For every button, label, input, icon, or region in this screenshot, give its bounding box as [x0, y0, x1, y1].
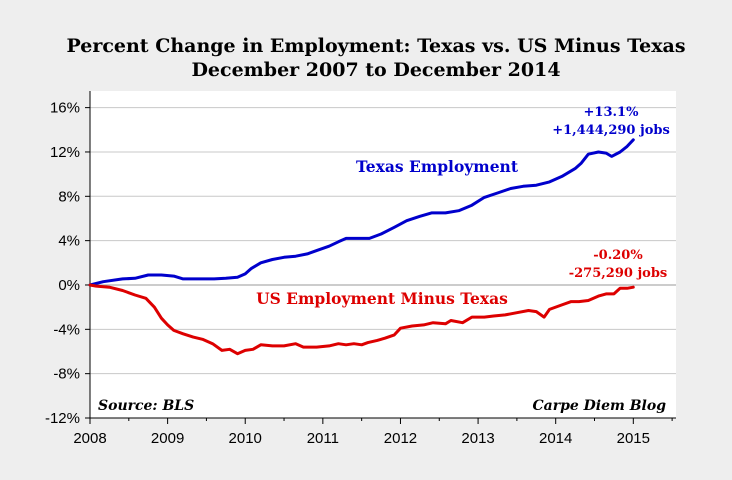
x-tick-label: 2011 [307, 430, 339, 447]
x-tick-label: 2009 [151, 430, 184, 447]
texas-pct-annotation: +13.1% [584, 105, 640, 120]
x-axis-ticks: 2008 2009 2010 2011 2012 2013 2014 2015 [73, 418, 673, 447]
chart-subtitle: December 2007 to December 2014 [191, 59, 560, 81]
y-tick-label: -4% [53, 321, 80, 338]
y-tick-label: 4% [58, 233, 80, 250]
y-tick-label: -8% [53, 366, 80, 383]
source-note: Source: BLS [98, 398, 194, 414]
us-pct-annotation: -0.20% [593, 248, 643, 263]
x-tick-label: 2015 [617, 430, 650, 447]
x-tick-label: 2012 [384, 430, 417, 447]
x-tick-label: 2014 [539, 430, 572, 447]
texas-series-label: Texas Employment [356, 157, 519, 176]
x-tick-label: 2008 [73, 430, 106, 447]
plot-area [90, 91, 676, 418]
texas-jobs-annotation: +1,444,290 jobs [552, 123, 670, 138]
y-tick-label: 12% [50, 144, 80, 161]
us-minus-texas-line [88, 283, 635, 356]
credit-note: Carpe Diem Blog [533, 398, 667, 414]
y-tick-label: -12% [45, 410, 80, 427]
y-tick-label: 0% [58, 277, 80, 294]
axes [89, 91, 676, 419]
y-axis-ticks: -12% -8% -4% 0% 4% 8% 12% 16% [45, 100, 90, 427]
gridlines [90, 107, 676, 375]
chart-title: Percent Change in Employment: Texas vs. … [66, 35, 685, 57]
y-tick-label: 16% [50, 100, 80, 117]
y-tick-label: 8% [58, 188, 80, 205]
x-tick-label: 2013 [461, 430, 494, 447]
us-series-label: US Employment Minus Texas [256, 289, 508, 308]
x-tick-label: 2010 [229, 430, 262, 447]
texas-employment-line [88, 138, 635, 287]
series-lines [88, 138, 635, 356]
us-jobs-annotation: -275,290 jobs [569, 266, 668, 281]
